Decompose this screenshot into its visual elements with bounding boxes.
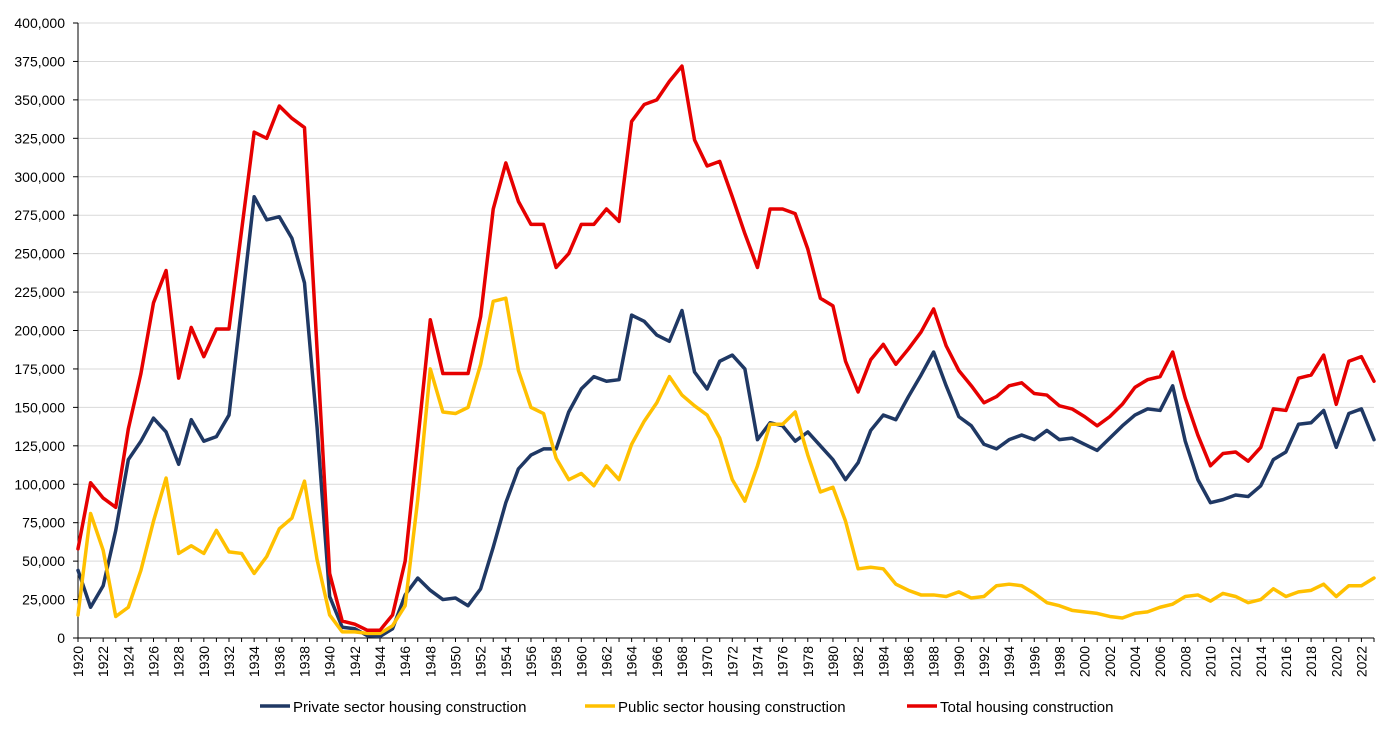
x-tick-label: 1988	[926, 646, 942, 677]
legend-label: Total housing construction	[940, 699, 1113, 716]
x-tick-label: 2014	[1253, 646, 1269, 677]
series-line-total	[76, 64, 1376, 633]
series-line-private	[76, 194, 1376, 639]
y-tick-label: 175,000	[14, 361, 65, 377]
legend-item: Total housing construction	[907, 699, 1113, 716]
horizontal-gridlines	[78, 22, 1374, 601]
legend-label: Private sector housing construction	[293, 699, 526, 716]
y-tick-label: 200,000	[14, 323, 65, 339]
x-tick-label: 1960	[573, 646, 589, 677]
x-tick-label: 1972	[724, 646, 740, 677]
y-tick-label: 75,000	[22, 515, 65, 531]
x-tick-label: 1936	[271, 646, 287, 677]
x-tick-label: 2000	[1077, 646, 1093, 677]
x-tick-label: 1952	[473, 646, 489, 677]
x-tick-label: 1974	[749, 646, 765, 677]
y-tick-label: 100,000	[14, 476, 65, 492]
x-tick-label: 1932	[221, 646, 237, 677]
y-tick-label: 275,000	[14, 207, 65, 223]
x-tick-label: 2006	[1152, 646, 1168, 677]
x-tick-label: 1978	[800, 646, 816, 677]
x-tick-label: 2004	[1127, 646, 1143, 677]
x-tick-label: 1958	[548, 646, 564, 677]
y-tick-label: 0	[57, 630, 65, 646]
x-tick-label: 1950	[447, 646, 463, 677]
x-tick-label: 1998	[1051, 646, 1067, 677]
x-tick-label: 2018	[1303, 646, 1319, 677]
x-tick-label: 1976	[775, 646, 791, 677]
x-tick-label: 1994	[1001, 646, 1017, 677]
x-tick-label: 1946	[397, 646, 413, 677]
x-tick-label: 1926	[145, 646, 161, 677]
series-line-public	[76, 296, 1376, 636]
y-tick-label: 50,000	[22, 553, 65, 569]
x-tick-label: 1980	[825, 646, 841, 677]
x-tick-label: 2022	[1353, 646, 1369, 677]
x-tick-label: 1956	[523, 646, 539, 677]
x-tick-label: 1924	[120, 646, 136, 677]
x-tick-label: 1992	[976, 646, 992, 677]
y-tick-label: 400,000	[14, 15, 65, 31]
legend-item: Public sector housing construction	[585, 699, 846, 716]
x-tick-label: 1948	[422, 646, 438, 677]
x-tick-label: 1996	[1026, 646, 1042, 677]
x-tick-label: 1940	[322, 646, 338, 677]
x-tick-label: 2008	[1177, 646, 1193, 677]
x-tick-label: 1930	[196, 646, 212, 677]
x-tick-label: 1962	[598, 646, 614, 677]
series-lines	[76, 64, 1376, 639]
x-tick-label: 1966	[649, 646, 665, 677]
x-tick-label: 1938	[296, 646, 312, 677]
y-tick-label: 150,000	[14, 399, 65, 415]
x-tick-label: 1964	[624, 646, 640, 677]
x-tick-label: 2020	[1328, 646, 1344, 677]
legend-label: Public sector housing construction	[618, 699, 846, 716]
y-tick-label: 325,000	[14, 130, 65, 146]
x-tick-label: 1920	[70, 646, 86, 677]
y-tick-label: 350,000	[14, 92, 65, 108]
x-tick-label: 1986	[900, 646, 916, 677]
x-tick-label: 2016	[1278, 646, 1294, 677]
x-tick-label: 1970	[699, 646, 715, 677]
x-tick-label: 1934	[246, 646, 262, 677]
y-tick-label: 125,000	[14, 438, 65, 454]
legend: Private sector housing construction Publi…	[260, 699, 1113, 716]
legend-item: Private sector housing construction	[260, 699, 526, 716]
x-tick-label: 1982	[850, 646, 866, 677]
axes	[73, 22, 1375, 642]
x-tick-label: 2010	[1202, 646, 1218, 677]
y-tick-label: 300,000	[14, 169, 65, 185]
x-tick-label: 1984	[875, 646, 891, 677]
y-tick-label: 250,000	[14, 246, 65, 262]
x-tick-label: 2012	[1228, 646, 1244, 677]
x-tick-label: 1968	[674, 646, 690, 677]
x-tick-label: 1922	[95, 646, 111, 677]
x-tick-label: 1942	[347, 646, 363, 677]
y-axis-tick-labels: 0 25,000 50,000 75,000 100,000 125,000 150,000…	[14, 15, 65, 646]
x-axis-tick-labels: 1920 1922 1924 1926 1928 1930 1932 1934 1936 1938…	[70, 646, 1369, 677]
y-tick-label: 375,000	[14, 53, 65, 69]
x-tick-label: 1954	[498, 646, 514, 677]
y-tick-label: 225,000	[14, 284, 65, 300]
x-tick-label: 1944	[372, 646, 388, 677]
x-tick-label: 2002	[1102, 646, 1118, 677]
x-tick-label: 1990	[951, 646, 967, 677]
y-tick-label: 25,000	[22, 592, 65, 608]
x-tick-label: 1928	[171, 646, 187, 677]
